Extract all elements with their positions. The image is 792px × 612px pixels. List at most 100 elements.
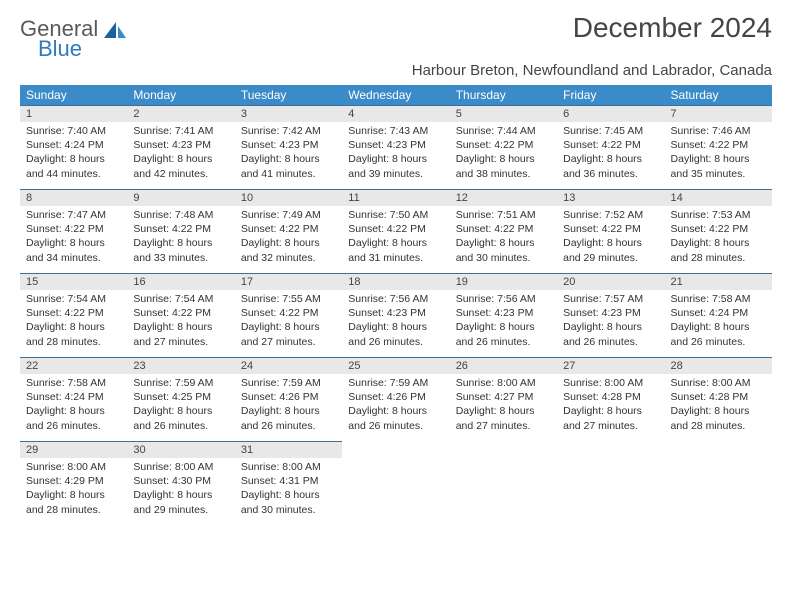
daylight-text-2: and 26 minutes. — [563, 335, 658, 349]
calendar-cell — [450, 441, 557, 525]
weekday-header: Wednesday — [342, 85, 449, 105]
calendar-cell — [342, 441, 449, 525]
calendar-week-row: 1Sunrise: 7:40 AMSunset: 4:24 PMDaylight… — [20, 105, 772, 189]
daylight-text-1: Daylight: 8 hours — [26, 320, 121, 334]
daylight-text-1: Daylight: 8 hours — [348, 236, 443, 250]
page-subtitle: Harbour Breton, Newfoundland and Labrado… — [20, 62, 772, 79]
sunset-text: Sunset: 4:28 PM — [671, 390, 766, 404]
calendar-cell: 28Sunrise: 8:00 AMSunset: 4:28 PMDayligh… — [665, 357, 772, 441]
sunrise-text: Sunrise: 7:42 AM — [241, 124, 336, 138]
day-number: 30 — [127, 441, 234, 458]
calendar-cell: 22Sunrise: 7:58 AMSunset: 4:24 PMDayligh… — [20, 357, 127, 441]
calendar-cell: 15Sunrise: 7:54 AMSunset: 4:22 PMDayligh… — [20, 273, 127, 357]
day-number: 13 — [557, 189, 664, 206]
day-body: Sunrise: 7:44 AMSunset: 4:22 PMDaylight:… — [450, 122, 557, 185]
weekday-header: Monday — [127, 85, 234, 105]
calendar-cell: 6Sunrise: 7:45 AMSunset: 4:22 PMDaylight… — [557, 105, 664, 189]
daylight-text-1: Daylight: 8 hours — [563, 320, 658, 334]
daylight-text-1: Daylight: 8 hours — [133, 320, 228, 334]
sunrise-text: Sunrise: 7:58 AM — [671, 292, 766, 306]
calendar-cell: 4Sunrise: 7:43 AMSunset: 4:23 PMDaylight… — [342, 105, 449, 189]
sunrise-text: Sunrise: 7:52 AM — [563, 208, 658, 222]
daylight-text-1: Daylight: 8 hours — [133, 488, 228, 502]
daylight-text-2: and 27 minutes. — [456, 419, 551, 433]
sunrise-text: Sunrise: 7:53 AM — [671, 208, 766, 222]
day-number: 24 — [235, 357, 342, 374]
sunset-text: Sunset: 4:22 PM — [241, 306, 336, 320]
daylight-text-2: and 30 minutes. — [456, 251, 551, 265]
daylight-text-1: Daylight: 8 hours — [133, 236, 228, 250]
sunrise-text: Sunrise: 7:48 AM — [133, 208, 228, 222]
sunset-text: Sunset: 4:23 PM — [563, 306, 658, 320]
calendar-week-row: 8Sunrise: 7:47 AMSunset: 4:22 PMDaylight… — [20, 189, 772, 273]
daylight-text-1: Daylight: 8 hours — [348, 152, 443, 166]
weekday-header: Friday — [557, 85, 664, 105]
sunrise-text: Sunrise: 8:00 AM — [241, 460, 336, 474]
calendar-cell: 25Sunrise: 7:59 AMSunset: 4:26 PMDayligh… — [342, 357, 449, 441]
daylight-text-2: and 28 minutes. — [671, 251, 766, 265]
daylight-text-2: and 38 minutes. — [456, 167, 551, 181]
day-number: 8 — [20, 189, 127, 206]
header: General Blue December 2024 — [20, 12, 772, 60]
day-number: 12 — [450, 189, 557, 206]
sunrise-text: Sunrise: 7:54 AM — [133, 292, 228, 306]
sunset-text: Sunset: 4:28 PM — [563, 390, 658, 404]
day-number: 21 — [665, 273, 772, 290]
calendar-cell: 19Sunrise: 7:56 AMSunset: 4:23 PMDayligh… — [450, 273, 557, 357]
calendar-cell: 13Sunrise: 7:52 AMSunset: 4:22 PMDayligh… — [557, 189, 664, 273]
daylight-text-2: and 31 minutes. — [348, 251, 443, 265]
daylight-text-2: and 26 minutes. — [348, 419, 443, 433]
daylight-text-1: Daylight: 8 hours — [671, 320, 766, 334]
sunset-text: Sunset: 4:30 PM — [133, 474, 228, 488]
sunset-text: Sunset: 4:22 PM — [241, 222, 336, 236]
daylight-text-1: Daylight: 8 hours — [133, 152, 228, 166]
day-body: Sunrise: 7:58 AMSunset: 4:24 PMDaylight:… — [665, 290, 772, 353]
daylight-text-1: Daylight: 8 hours — [348, 320, 443, 334]
daylight-text-1: Daylight: 8 hours — [133, 404, 228, 418]
daylight-text-2: and 33 minutes. — [133, 251, 228, 265]
day-number: 4 — [342, 105, 449, 122]
daylight-text-1: Daylight: 8 hours — [671, 152, 766, 166]
day-body: Sunrise: 8:00 AMSunset: 4:28 PMDaylight:… — [557, 374, 664, 437]
daylight-text-2: and 27 minutes. — [133, 335, 228, 349]
sunset-text: Sunset: 4:22 PM — [671, 222, 766, 236]
calendar-week-row: 29Sunrise: 8:00 AMSunset: 4:29 PMDayligh… — [20, 441, 772, 525]
daylight-text-1: Daylight: 8 hours — [241, 152, 336, 166]
day-body: Sunrise: 7:51 AMSunset: 4:22 PMDaylight:… — [450, 206, 557, 269]
daylight-text-1: Daylight: 8 hours — [241, 404, 336, 418]
sunrise-text: Sunrise: 7:51 AM — [456, 208, 551, 222]
logo-line2: Blue — [20, 38, 98, 60]
day-number: 3 — [235, 105, 342, 122]
day-body: Sunrise: 7:47 AMSunset: 4:22 PMDaylight:… — [20, 206, 127, 269]
calendar-cell: 3Sunrise: 7:42 AMSunset: 4:23 PMDaylight… — [235, 105, 342, 189]
calendar-cell: 27Sunrise: 8:00 AMSunset: 4:28 PMDayligh… — [557, 357, 664, 441]
daylight-text-1: Daylight: 8 hours — [26, 488, 121, 502]
day-number: 26 — [450, 357, 557, 374]
daylight-text-2: and 29 minutes. — [563, 251, 658, 265]
day-number: 10 — [235, 189, 342, 206]
daylight-text-1: Daylight: 8 hours — [26, 152, 121, 166]
daylight-text-1: Daylight: 8 hours — [671, 404, 766, 418]
calendar-cell: 5Sunrise: 7:44 AMSunset: 4:22 PMDaylight… — [450, 105, 557, 189]
sunset-text: Sunset: 4:24 PM — [26, 390, 121, 404]
sunrise-text: Sunrise: 7:59 AM — [348, 376, 443, 390]
daylight-text-1: Daylight: 8 hours — [456, 152, 551, 166]
daylight-text-1: Daylight: 8 hours — [26, 236, 121, 250]
sunrise-text: Sunrise: 7:54 AM — [26, 292, 121, 306]
sunrise-text: Sunrise: 8:00 AM — [133, 460, 228, 474]
day-number: 14 — [665, 189, 772, 206]
sunset-text: Sunset: 4:22 PM — [456, 222, 551, 236]
day-body: Sunrise: 7:58 AMSunset: 4:24 PMDaylight:… — [20, 374, 127, 437]
daylight-text-2: and 39 minutes. — [348, 167, 443, 181]
day-number: 27 — [557, 357, 664, 374]
day-body: Sunrise: 8:00 AMSunset: 4:29 PMDaylight:… — [20, 458, 127, 521]
day-body: Sunrise: 7:54 AMSunset: 4:22 PMDaylight:… — [20, 290, 127, 353]
sunrise-text: Sunrise: 7:40 AM — [26, 124, 121, 138]
daylight-text-2: and 36 minutes. — [563, 167, 658, 181]
sunset-text: Sunset: 4:22 PM — [563, 222, 658, 236]
daylight-text-1: Daylight: 8 hours — [563, 236, 658, 250]
day-body: Sunrise: 7:52 AMSunset: 4:22 PMDaylight:… — [557, 206, 664, 269]
daylight-text-2: and 35 minutes. — [671, 167, 766, 181]
day-body: Sunrise: 7:45 AMSunset: 4:22 PMDaylight:… — [557, 122, 664, 185]
sunrise-text: Sunrise: 7:43 AM — [348, 124, 443, 138]
